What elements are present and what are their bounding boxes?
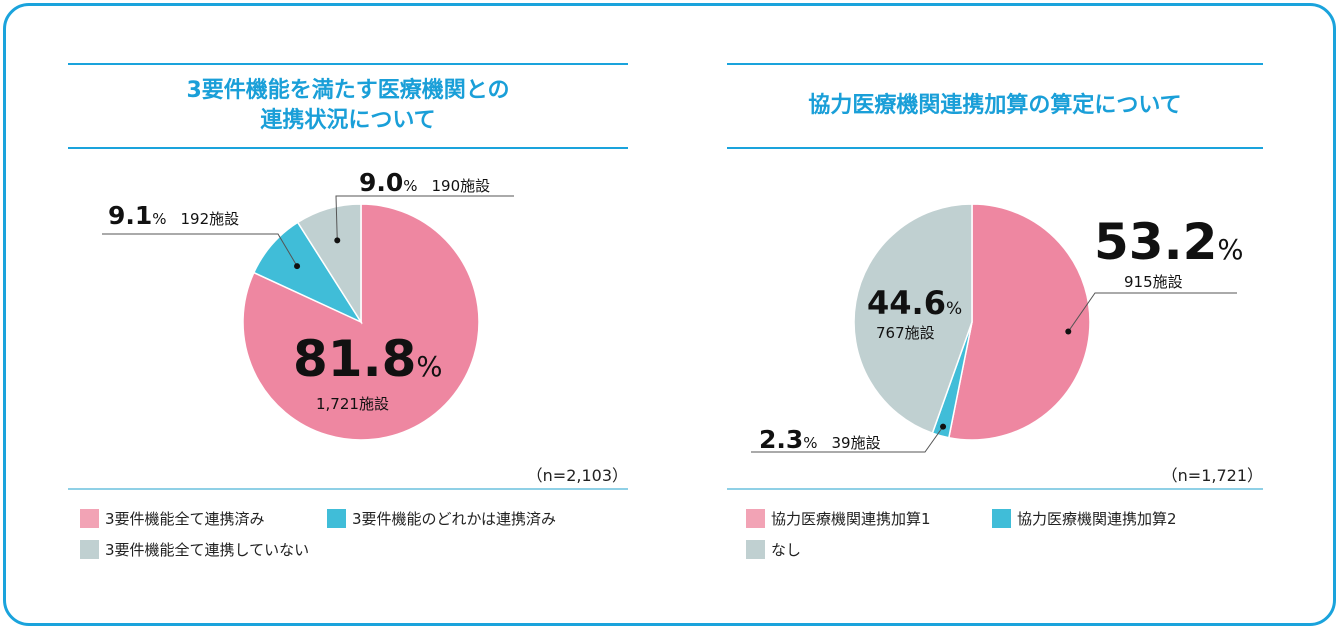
data-label-value: 44.6 xyxy=(867,284,946,322)
data-label-unit: % xyxy=(803,434,818,452)
legend-label: 3要件機能全て連携していない xyxy=(105,541,310,559)
data-label-unit: % xyxy=(945,299,963,319)
pie-slice xyxy=(296,203,362,325)
title-rule-bottom xyxy=(727,147,1263,149)
data-label-value: 9.0 xyxy=(359,168,404,197)
legend-item: 協力医療機関連携加算2 xyxy=(992,508,1177,529)
chart-panel-left: 3要件機能を満たす医療機関との 連携状況について 81.8% 1,721施設 9… xyxy=(68,0,628,631)
data-label-count: 1,721施設 xyxy=(316,395,389,413)
data-label-count: 39施設 xyxy=(831,434,881,452)
legend-label: 協力医療機関連携加算2 xyxy=(1017,510,1177,528)
legend-label: なし xyxy=(771,541,802,559)
data-label-count: 190施設 xyxy=(431,177,491,195)
legend-swatch-blue xyxy=(327,509,346,528)
leader-dot xyxy=(294,263,301,270)
data-label-slice-1: 53.2% xyxy=(1094,215,1244,277)
title-rule-bottom xyxy=(68,147,628,149)
outer-frame xyxy=(3,3,1336,626)
legend-rule xyxy=(727,488,1263,490)
legend-item: なし xyxy=(746,539,801,560)
legend-swatch-blue xyxy=(992,509,1011,528)
chart-title-line-2: 連携状況について xyxy=(260,108,436,133)
data-label-slice-1: 81.8% xyxy=(293,332,443,394)
pie-slice xyxy=(853,203,973,435)
leader-line xyxy=(335,195,514,241)
legend-item: 3要件機能のどれかは連携済み xyxy=(327,508,556,529)
chart-title: 3要件機能を満たす医療機関との 連携状況について xyxy=(68,76,628,136)
leader-dot xyxy=(940,423,947,430)
data-label-value: 2.3 xyxy=(759,425,804,454)
chart-panel-right: 協力医療機関連携加算の算定について 53.2% 915施設 2.3% 39施設 … xyxy=(727,0,1263,631)
legend-swatch-pink xyxy=(80,509,99,528)
pie-slice xyxy=(947,203,1091,441)
data-label-unit: % xyxy=(403,177,418,195)
sample-size: （n=1,721） xyxy=(1161,466,1263,485)
data-label-slice-2: 2.3% 39施設 xyxy=(759,425,881,454)
data-label-slice-3: 44.6% xyxy=(867,285,962,327)
legend-label: 3要件機能全て連携済み xyxy=(105,510,265,528)
pie-chart xyxy=(102,195,514,441)
data-label-count: 192施設 xyxy=(180,210,240,228)
chart-title-line-1: 協力医療機関連携加算の算定について xyxy=(808,93,1182,118)
leader-line xyxy=(1067,292,1237,332)
data-label-count: 767施設 xyxy=(876,324,935,342)
pie-chart xyxy=(751,203,1237,453)
data-label-unit: % xyxy=(152,210,167,228)
leader-line xyxy=(102,233,298,267)
chart-title-line-1: 3要件機能を満たす医療機関との xyxy=(186,78,510,103)
leader-line xyxy=(751,426,944,453)
legend-item: 3要件機能全て連携済み xyxy=(80,508,265,529)
leader-dot xyxy=(1065,328,1072,335)
leader-dot xyxy=(334,237,341,244)
data-label-value: 9.1 xyxy=(108,201,153,230)
data-label-value: 81.8 xyxy=(293,330,417,388)
title-rule-top xyxy=(727,63,1263,65)
chart-title: 協力医療機関連携加算の算定について xyxy=(727,91,1263,121)
data-label-unit: % xyxy=(1217,234,1244,266)
data-label-slice-3: 9.0% 190施設 xyxy=(359,168,490,197)
legend-rule xyxy=(68,488,628,490)
legend-item: 協力医療機関連携加算1 xyxy=(746,508,931,529)
legend-label: 3要件機能のどれかは連携済み xyxy=(352,510,556,528)
data-label-value: 53.2 xyxy=(1094,213,1218,271)
legend-swatch-gray xyxy=(80,540,99,559)
data-label-unit: % xyxy=(416,351,443,383)
data-label-slice-2: 9.1% 192施設 xyxy=(108,201,239,230)
sample-size: （n=2,103） xyxy=(526,466,628,485)
title-rule-top xyxy=(68,63,628,65)
legend-label: 協力医療機関連携加算1 xyxy=(771,510,931,528)
data-label-count: 915施設 xyxy=(1124,273,1183,291)
legend-swatch-gray xyxy=(746,540,765,559)
legend-item: 3要件機能全て連携していない xyxy=(80,539,309,560)
legend-swatch-pink xyxy=(746,509,765,528)
